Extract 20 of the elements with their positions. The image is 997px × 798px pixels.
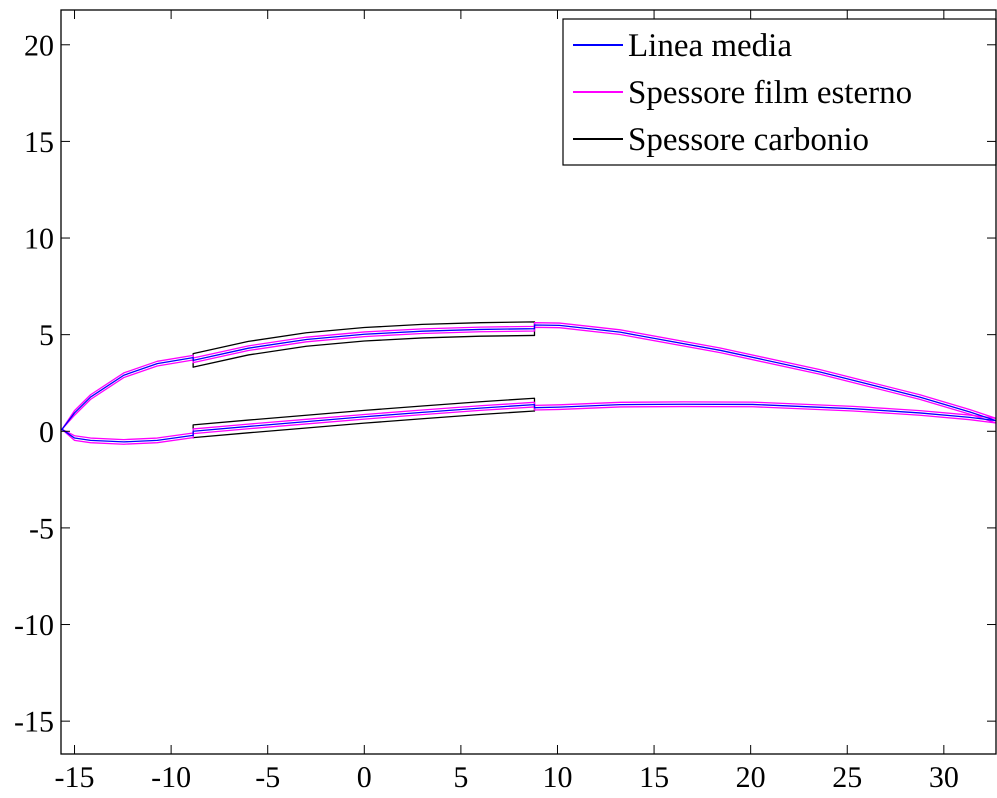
x-tick-label: 20	[736, 761, 766, 794]
legend-label: Linea media	[628, 28, 792, 64]
y-tick-label: -10	[14, 609, 54, 642]
y-tick-label: -5	[29, 512, 54, 546]
y-tick-label: 20	[24, 29, 54, 62]
x-tick-label: 15	[639, 761, 670, 794]
y-tick-label: 5	[39, 319, 54, 352]
x-tick-label: 0	[356, 761, 372, 794]
y-tick-label: 15	[24, 126, 54, 159]
x-tick-label: 30	[928, 761, 959, 794]
y-tick-label: 10	[24, 222, 54, 256]
x-tick-label: -10	[151, 761, 192, 794]
x-tick-label: 10	[542, 761, 572, 794]
y-tick-label: 0	[39, 416, 54, 449]
x-tick-label: 5	[453, 761, 468, 794]
x-tick-label: -5	[255, 761, 280, 794]
legend-label: Spessore film esterno	[628, 74, 912, 111]
y-tick-label: -15	[14, 706, 54, 739]
x-tick-label: 25	[832, 761, 862, 794]
legend-label: Spessore carbonio	[628, 122, 870, 158]
